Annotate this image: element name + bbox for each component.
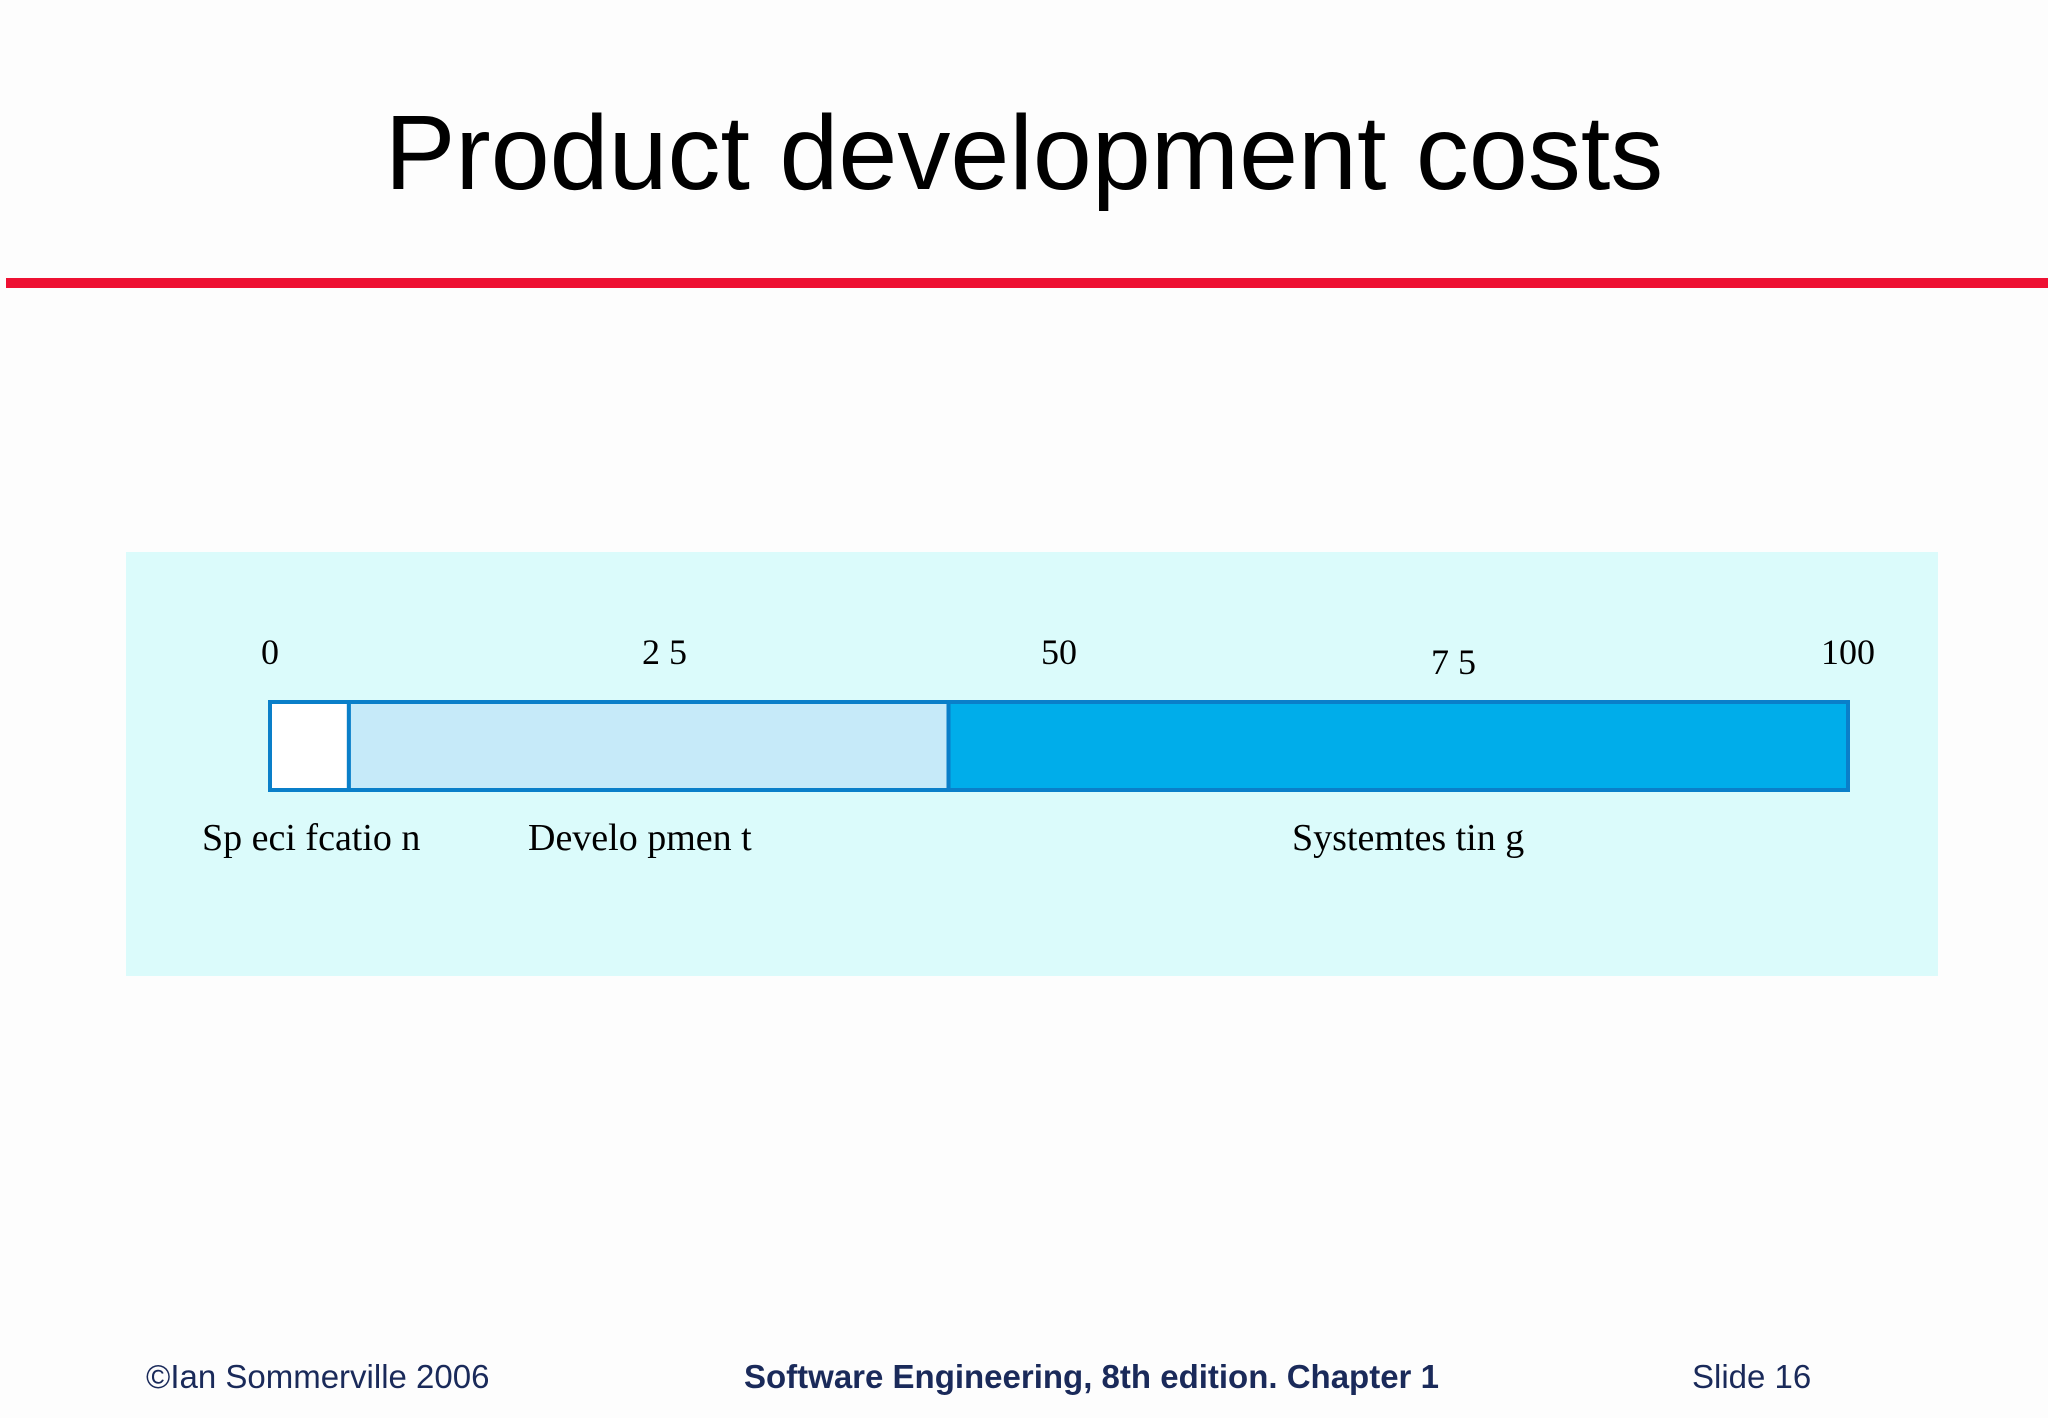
bar-segment-development [346,700,951,792]
cost-bar-chart: 0 2 5 50 7 5 100 Sp eci fcatio n Develo pmen … [202,632,1875,859]
phase-label-system-testing: Systemtes tin g [1292,817,1524,859]
tick-label-50: 50 [1041,632,1077,672]
footer-slide-number: Slide 16 [1692,1358,1812,1395]
tick-label-25: 2 5 [642,632,687,672]
title-divider [6,278,2048,288]
tick-label-0: 0 [261,632,279,672]
bar-segment-specification [268,700,351,792]
tick-label-100: 100 [1821,632,1875,672]
phase-label-specification: Sp eci fcatio n [202,817,420,859]
slide-title: Product development costs [384,94,1664,212]
chart-panel: 0 2 5 50 7 5 100 Sp eci fcatio n Develo pmen … [126,552,1938,976]
footer-copyright: ©Ian Sommerville 2006 [146,1358,490,1395]
phase-label-development: Develo pmen t [528,817,752,859]
footer-book-title: Software Engineering, 8th edition. Chapt… [744,1358,1439,1395]
tick-label-75: 7 5 [1431,642,1476,682]
bar-segment-system-testing [946,700,1850,792]
